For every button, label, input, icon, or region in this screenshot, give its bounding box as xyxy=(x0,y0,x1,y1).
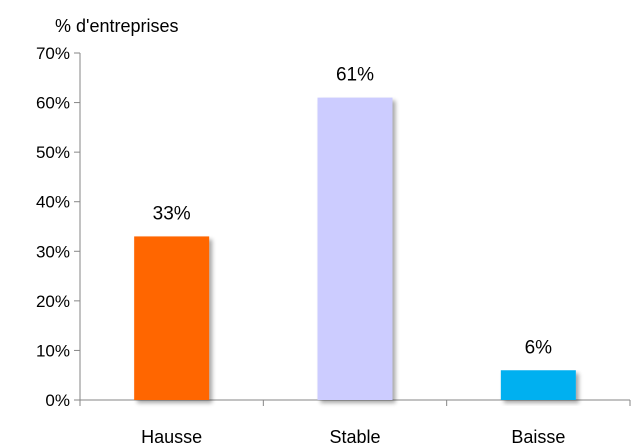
y-tick-label: 0% xyxy=(45,391,70,410)
y-axis-title: % d'entreprises xyxy=(55,16,179,36)
data-label: 61% xyxy=(336,65,374,86)
y-tick-label: 30% xyxy=(36,242,70,261)
axes: 0% 10% 20% 30% 40% 50% 60% 70% xyxy=(36,44,631,410)
bars xyxy=(134,97,576,400)
y-tick-label: 50% xyxy=(36,143,70,162)
y-tick-label: 60% xyxy=(36,94,70,113)
x-category-label: Stable xyxy=(329,427,380,447)
bar-baisse xyxy=(500,370,576,400)
y-tick-label: 20% xyxy=(36,292,70,311)
x-category-label: Baisse xyxy=(511,427,565,447)
labels: 33% Hausse 61% Stable 6% Baisse xyxy=(141,65,565,447)
data-label: 6% xyxy=(525,337,553,358)
bar-stable xyxy=(317,97,393,400)
data-label: 33% xyxy=(153,203,191,224)
x-category-label: Hausse xyxy=(141,427,202,447)
y-tick-label: 70% xyxy=(36,44,70,63)
y-tick-label: 40% xyxy=(36,193,70,212)
bar-hausse xyxy=(134,236,210,400)
y-tick-label: 10% xyxy=(36,341,70,360)
